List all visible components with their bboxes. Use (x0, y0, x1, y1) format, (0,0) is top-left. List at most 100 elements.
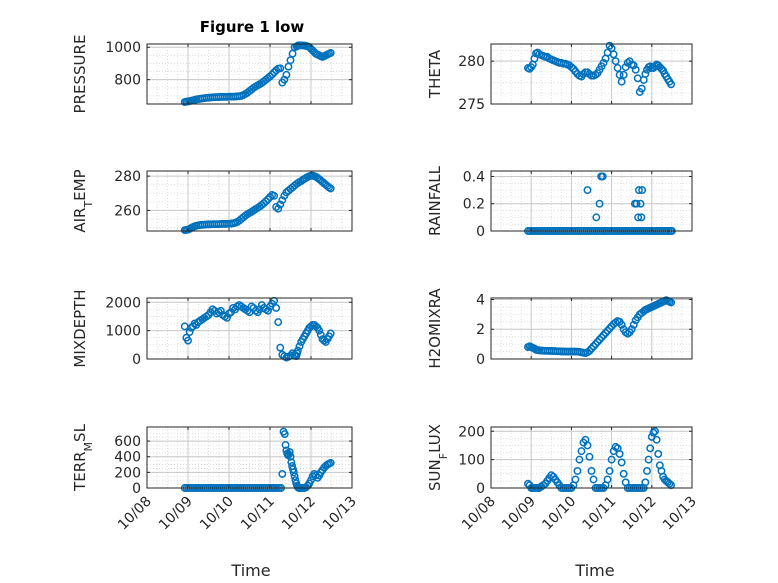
data-point (571, 475, 580, 484)
y-tick-label: 200 (458, 424, 485, 440)
data-point (264, 195, 272, 204)
data-point (282, 70, 291, 79)
data-point (326, 184, 335, 193)
data-point (617, 458, 626, 467)
subplot-3: 260 280 AIRTEMP (71, 169, 353, 235)
data-point (629, 61, 638, 70)
data-point (592, 213, 601, 222)
data-point (223, 313, 231, 322)
data-point (272, 66, 281, 75)
data-point (605, 324, 614, 333)
data-point (637, 84, 646, 93)
data-point (276, 200, 285, 209)
y-tick-label: 4 (476, 292, 485, 308)
data-point (638, 186, 647, 195)
x-tick-label: 10/12 (620, 494, 660, 534)
x-tick-label: 10/13 (660, 494, 700, 534)
data-series (524, 41, 676, 96)
y-tick-label: 0 (476, 224, 485, 240)
data-point (261, 197, 270, 206)
data-point (587, 467, 596, 475)
subplot-2: 275 280 THETA (426, 41, 693, 113)
data-series (180, 171, 335, 235)
data-point (268, 70, 276, 79)
data-point (286, 452, 295, 461)
data-point (619, 469, 628, 478)
data-point (585, 346, 594, 355)
x-tick-label: 10/13 (320, 494, 360, 534)
data-point (632, 199, 641, 208)
subplot-6: 0 2 4 H2OMIXRA (426, 288, 693, 369)
data-point (587, 344, 596, 353)
data-point (617, 320, 626, 329)
y-tick-label: 0 (476, 352, 485, 368)
data-point (611, 57, 620, 66)
y-tick-label: 0 (132, 352, 141, 368)
data-point (591, 340, 600, 349)
data-point (272, 303, 281, 312)
data-point (287, 458, 296, 467)
data-point (615, 70, 624, 79)
data-point (651, 427, 659, 436)
data-point (577, 447, 586, 456)
axes-box (490, 170, 693, 232)
data-point (636, 199, 645, 208)
data-point (617, 77, 626, 86)
data-point (644, 455, 653, 464)
data-point (599, 331, 608, 340)
y-axis-label-7: TERRMSL (71, 423, 95, 492)
y-axis-label-6: H2OMIXRA (426, 288, 444, 369)
minor-grid (491, 298, 692, 360)
x-axis-label-left: Time (230, 561, 270, 580)
data-point (652, 435, 661, 444)
y-axis-label-1: PRESSURE (71, 35, 89, 114)
y-tick-label: 2 (476, 322, 485, 338)
axes-box (490, 297, 693, 360)
data-point (641, 70, 650, 78)
data-point (307, 476, 315, 485)
data-point (567, 63, 576, 72)
y-tick-label: 100 (458, 453, 485, 469)
data-point (649, 428, 658, 437)
data-point (643, 467, 651, 475)
data-point (530, 54, 539, 63)
axes-box (146, 297, 353, 360)
minor-grid (147, 427, 352, 489)
data-point (603, 475, 612, 484)
y-axis-label-8: SUNFLUX (426, 424, 450, 491)
data-point (280, 430, 289, 438)
data-point (264, 306, 272, 315)
data-point (278, 196, 287, 205)
y-tick-label: 1000 (105, 324, 141, 340)
y-axis-label-4: RAINFALL (426, 165, 444, 236)
data-point (627, 325, 636, 334)
y-tick-label: 280 (114, 169, 141, 185)
y-tick-label: 400 (114, 450, 141, 466)
y-axis-label-5: MIXDEPTH (71, 289, 89, 367)
data-point (598, 172, 607, 181)
data-point (613, 64, 622, 72)
x-tick-label: 10/10 (539, 494, 579, 534)
y-tick-label: 275 (458, 97, 485, 113)
data-point (285, 448, 294, 456)
data-point (270, 191, 279, 200)
y-tick-label: 1000 (105, 40, 141, 56)
y-tick-label: 800 (114, 73, 141, 89)
subplot-1: 800 1000 PRESSURE (71, 35, 353, 114)
data-point (316, 330, 325, 339)
minor-grid (147, 171, 352, 231)
x-tick-label: 10/12 (279, 494, 319, 534)
data-point (326, 459, 335, 467)
data-point (259, 199, 268, 208)
y-tick-label: 0 (476, 481, 485, 497)
data-point (315, 326, 324, 335)
axes-box (490, 426, 693, 489)
data-point (637, 213, 646, 222)
data-point (589, 475, 598, 484)
data-point (607, 455, 616, 464)
data-point (293, 346, 302, 355)
data-point (583, 186, 592, 195)
axes-box (490, 43, 693, 105)
